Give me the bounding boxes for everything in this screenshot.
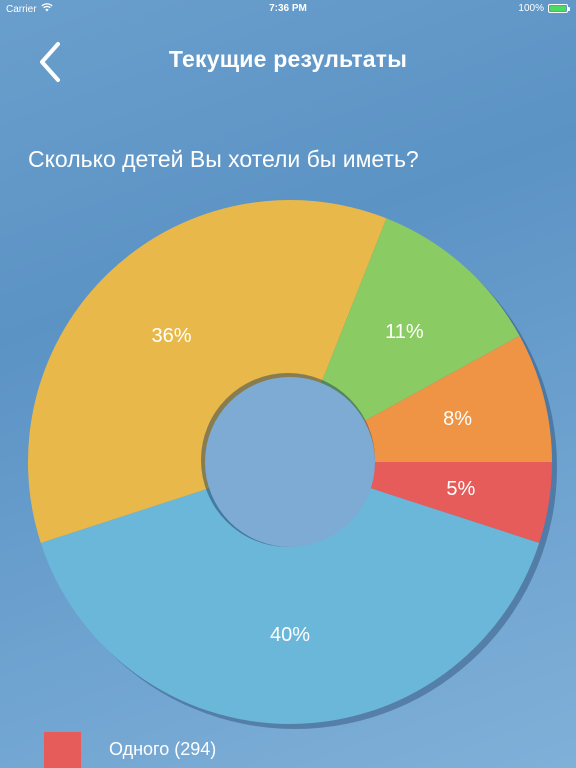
back-button[interactable] <box>28 38 72 86</box>
chart-slice-label-4: 11% <box>385 321 424 343</box>
chart-slice-3 <box>27 199 387 543</box>
question-text: Сколько детей Вы хотели бы иметь? <box>28 146 419 172</box>
battery-fill <box>550 6 566 11</box>
legend: Одного (294) <box>44 730 544 768</box>
results-donut-chart: 5% 40% 36% 11% 8% <box>27 199 557 729</box>
chart-slice-label-2: 40% <box>270 624 310 646</box>
status-time: 7:36 PM <box>269 3 307 14</box>
battery-icon <box>548 4 570 13</box>
chart-labels: 5% 40% 36% 11% 8% <box>152 321 476 646</box>
status-bar: Carrier 7:36 PM 100% <box>0 0 576 18</box>
legend-swatch <box>44 732 81 768</box>
chart-hole-center <box>205 377 375 547</box>
wifi-icon <box>40 3 53 15</box>
chart-slice-label-1: 5% <box>446 478 475 500</box>
legend-item: Одного (294) <box>44 730 544 768</box>
chart-slice-label-3: 36% <box>152 325 192 347</box>
page-title: Текущие результаты <box>168 46 408 72</box>
legend-label: Одного (294) <box>109 739 217 759</box>
chart-hole <box>201 373 375 547</box>
status-right: 100% <box>518 3 570 14</box>
navigation-bar: Текущие результаты <box>0 30 576 94</box>
chart-slice-label-5: 8% <box>443 408 472 430</box>
chevron-left-icon <box>40 42 60 82</box>
carrier-label: Carrier <box>6 3 37 15</box>
chart-slice-2 <box>40 462 540 725</box>
status-left: Carrier <box>6 3 53 15</box>
battery-percent: 100% <box>518 3 544 14</box>
